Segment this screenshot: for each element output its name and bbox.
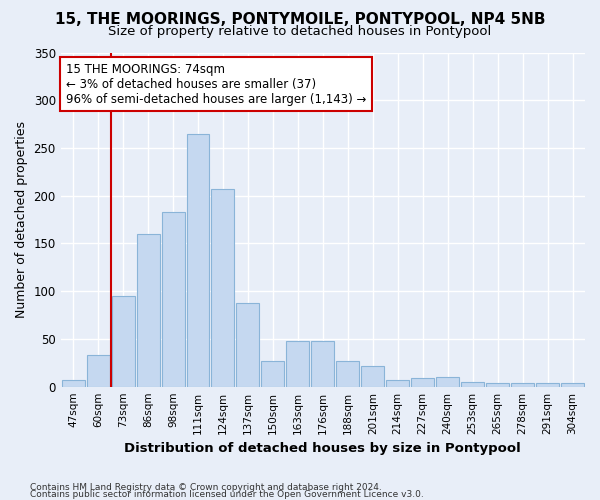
Bar: [112, 296, 134, 386]
Bar: [211, 189, 235, 386]
Text: 15, THE MOORINGS, PONTYMOILE, PONTYPOOL, NP4 5NB: 15, THE MOORINGS, PONTYMOILE, PONTYPOOL,…: [55, 12, 545, 28]
Bar: [62, 380, 85, 386]
Bar: [361, 366, 384, 386]
Bar: [386, 380, 409, 386]
Bar: [486, 383, 509, 386]
Text: Size of property relative to detached houses in Pontypool: Size of property relative to detached ho…: [109, 25, 491, 38]
Bar: [511, 383, 534, 386]
Y-axis label: Number of detached properties: Number of detached properties: [15, 121, 28, 318]
Bar: [161, 212, 185, 386]
Bar: [337, 361, 359, 386]
Bar: [86, 355, 110, 386]
Text: 15 THE MOORINGS: 74sqm
← 3% of detached houses are smaller (37)
96% of semi-deta: 15 THE MOORINGS: 74sqm ← 3% of detached …: [66, 62, 366, 106]
Text: Contains HM Land Registry data © Crown copyright and database right 2024.: Contains HM Land Registry data © Crown c…: [30, 483, 382, 492]
Bar: [137, 234, 160, 386]
X-axis label: Distribution of detached houses by size in Pontypool: Distribution of detached houses by size …: [124, 442, 521, 455]
Bar: [262, 361, 284, 386]
Bar: [311, 341, 334, 386]
Bar: [187, 134, 209, 386]
Bar: [536, 383, 559, 386]
Bar: [436, 377, 459, 386]
Bar: [286, 341, 310, 386]
Text: Contains public sector information licensed under the Open Government Licence v3: Contains public sector information licen…: [30, 490, 424, 499]
Bar: [411, 378, 434, 386]
Bar: [461, 382, 484, 386]
Bar: [561, 383, 584, 386]
Bar: [236, 302, 259, 386]
